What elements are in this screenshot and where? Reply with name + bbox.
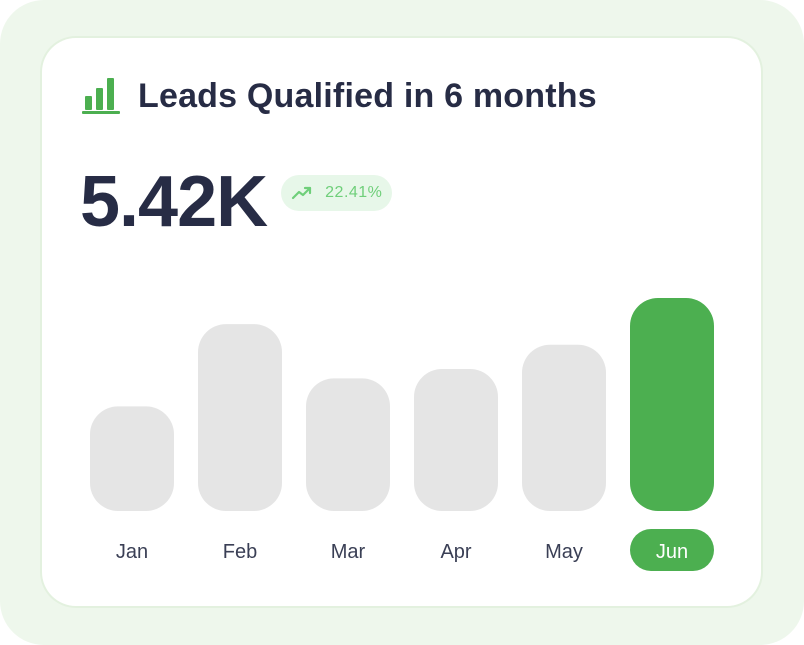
x-tick-label-feb[interactable]: Feb — [223, 541, 257, 563]
selected-month-pill[interactable] — [630, 529, 714, 571]
leads-card: Leads Qualified in 6 months 5.42K 22.41%… — [42, 38, 761, 606]
bar-mar[interactable] — [306, 378, 390, 511]
metric-row: 5.42K 22.41% — [80, 162, 393, 242]
bar-chart-icon — [82, 78, 120, 114]
card-header: Leads Qualified in 6 months — [82, 76, 597, 116]
card-title: Leads Qualified in 6 months — [138, 76, 597, 115]
change-percent: 22.41% — [325, 184, 383, 201]
bar-jun[interactable] — [630, 298, 714, 511]
bar-apr[interactable] — [414, 369, 498, 511]
total-value: 5.42K — [80, 162, 268, 242]
bar-jan[interactable] — [90, 406, 174, 511]
change-badge: 22.41% — [281, 175, 393, 211]
x-tick-label-may[interactable]: May — [545, 541, 583, 563]
x-tick-label-jan[interactable]: Jan — [116, 541, 148, 563]
x-tick-label-jun[interactable]: Jun — [656, 541, 688, 563]
bar-feb[interactable] — [198, 324, 282, 511]
trending-up-icon — [292, 186, 312, 200]
x-tick-label-mar[interactable]: Mar — [331, 541, 366, 563]
bar-chart: Jan Feb Mar Apr May Jun — [90, 298, 714, 571]
x-tick-label-apr[interactable]: Apr — [440, 541, 471, 563]
bar-may[interactable] — [522, 344, 606, 511]
